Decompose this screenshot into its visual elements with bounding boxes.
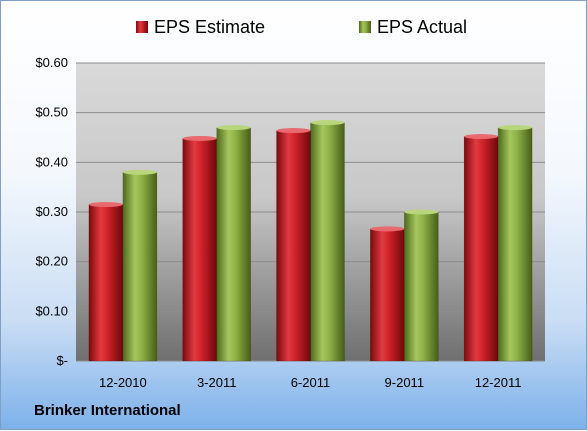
bar-top [464,134,499,140]
x-tick-label: 6-2011 [291,375,331,390]
bar-actual [404,211,439,362]
bar-top [216,125,251,131]
bar-top [310,120,345,126]
bars [88,120,533,362]
bar-estimate [463,136,499,362]
company-label: Brinker International [34,402,181,419]
legend: EPS Estimate EPS Actual [136,17,467,37]
y-tick-label: $0.40 [35,154,68,169]
bar-estimate [276,130,311,362]
bar-actual [310,122,345,362]
legend-swatch-actual [359,21,371,33]
bar-top [404,209,439,215]
y-tick-label: $0.20 [35,254,68,269]
bar-estimate [370,228,405,362]
y-tick-label: $0.50 [35,105,68,120]
y-tick-label: $0.30 [35,204,68,219]
y-tick-label: $0.60 [35,55,68,70]
x-axis-ticks: 12-2010 3-2011 6-2011 9-2011 12-2011 [99,375,521,390]
bar-top [182,135,217,141]
x-tick-label: 3-2011 [197,375,237,390]
bar-top [122,169,157,175]
bar-actual [497,127,533,362]
bar-top [498,125,533,131]
x-tick-label: 12-2011 [475,375,522,390]
y-tick-label: $- [56,353,68,368]
bar-top [276,128,311,134]
bar-estimate [88,204,124,362]
x-tick-label: 12-2010 [99,375,147,390]
bar-top [370,226,405,232]
bar-actual [122,172,158,362]
y-tick-label: $0.10 [35,303,68,318]
bar-estimate [182,138,217,362]
legend-label-actual: EPS Actual [377,17,467,37]
y-axis-ticks: $- $0.10 $0.20 $0.30 $0.40 $0.50 $0.60 [35,55,68,368]
bar-actual [216,127,251,362]
x-tick-label: 9-2011 [385,375,425,390]
bar-top [88,202,123,208]
legend-label-estimate: EPS Estimate [154,17,265,37]
legend-swatch-estimate [136,21,148,33]
